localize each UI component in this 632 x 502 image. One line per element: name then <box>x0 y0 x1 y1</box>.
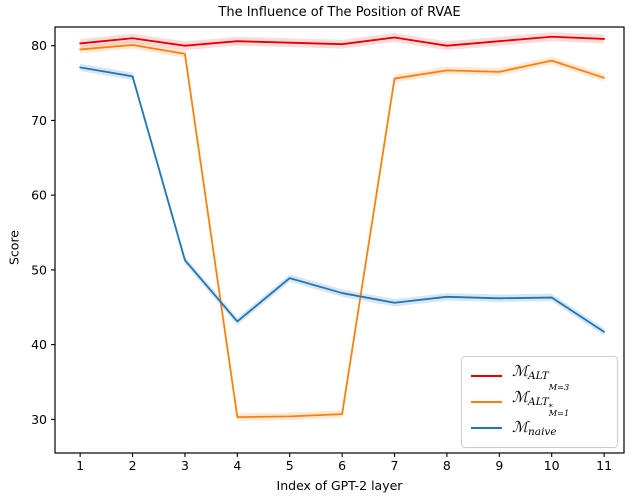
y-tick-label: 70 <box>31 113 47 128</box>
y-tick-label: 50 <box>31 262 47 277</box>
legend-label-alt-m3: ℳALT M=3 <box>512 362 570 392</box>
series-line-1 <box>79 44 605 419</box>
y-tick-label: 60 <box>31 188 47 203</box>
plot-frame <box>54 26 625 454</box>
legend-label-alt-m1: ℳALT * M=1 <box>512 388 570 418</box>
chart-title: The Influence of The Position of RVAE <box>218 5 461 20</box>
legend-line-red <box>471 375 502 377</box>
x-tick-label: 4 <box>233 458 241 473</box>
y-tick-label: 40 <box>31 337 47 352</box>
x-tick-label: 2 <box>129 458 137 473</box>
x-tick-label: 1 <box>76 458 84 473</box>
legend-entry-alt-m3: ℳALT M=3 <box>471 362 609 392</box>
x-tick-label: 8 <box>443 458 451 473</box>
x-tick-label: 6 <box>338 458 346 473</box>
legend-entry-naive: ℳnaive <box>471 415 609 441</box>
legend: ℳALT M=3 ℳALT * M=1 ℳnaive <box>461 356 618 448</box>
y-axis-label: Score <box>6 230 22 266</box>
y-tick-label: 30 <box>31 412 47 427</box>
legend-line-blue <box>471 427 502 429</box>
x-tick-label: 3 <box>181 458 189 473</box>
series-line-2 <box>79 66 605 333</box>
legend-label-naive: ℳnaive <box>512 417 557 439</box>
x-tick-label: 7 <box>391 458 399 473</box>
series-line-0 <box>79 35 605 47</box>
x-tick-label: 10 <box>544 458 560 473</box>
legend-entry-alt-m1: ℳALT * M=1 <box>471 388 609 418</box>
legend-line-orange <box>471 401 502 403</box>
x-tick-label: 5 <box>286 458 294 473</box>
x-axis-label: Index of GPT-2 layer <box>276 478 403 493</box>
series-band-0 <box>80 32 605 51</box>
x-tick-label: 9 <box>495 458 503 473</box>
series-band-2 <box>80 63 605 336</box>
y-tick-label: 80 <box>31 38 47 53</box>
x-tick-label: 11 <box>596 458 612 473</box>
